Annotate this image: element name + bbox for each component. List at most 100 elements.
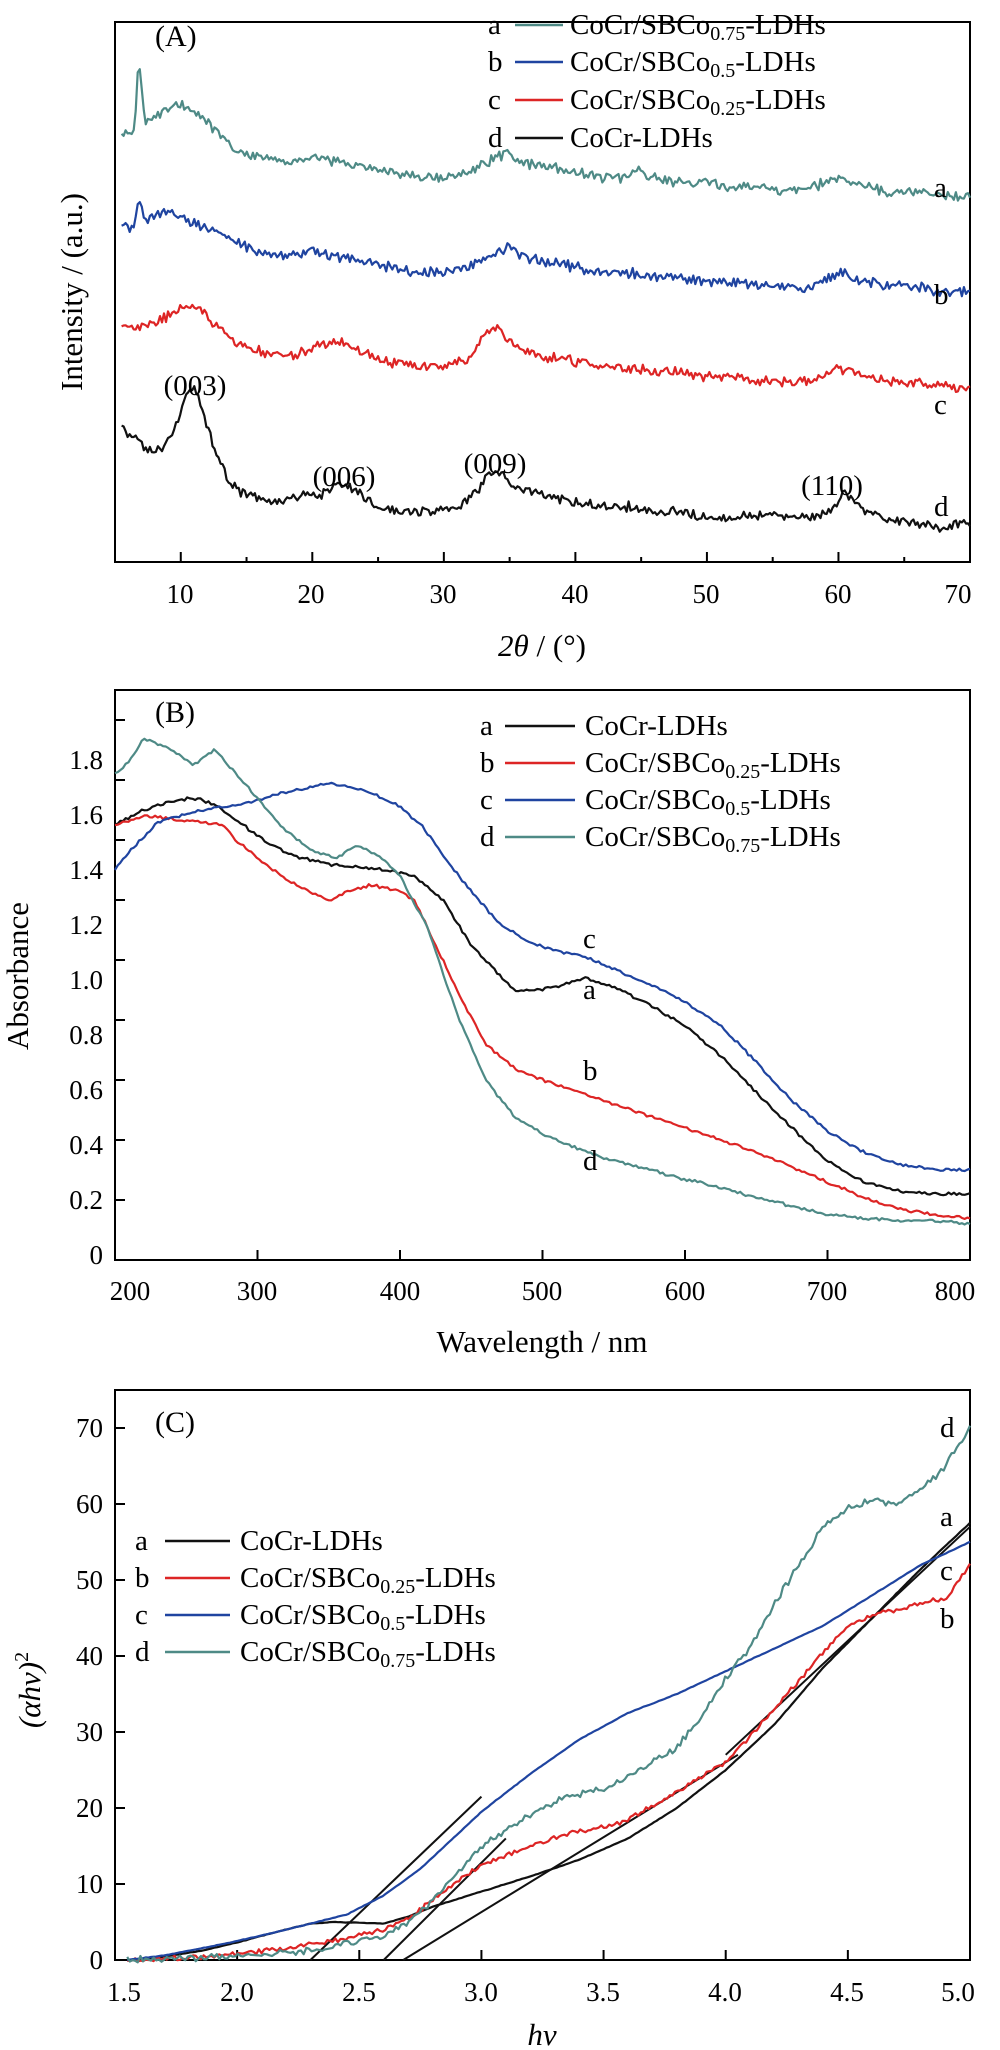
panel-b-xtick-500: 500 [522,1276,563,1306]
legend-c-b-label: CoCr/SBCo0.25-LDHs [240,1562,496,1598]
panel-c-xtick-2.5: 2.5 [342,1977,376,2007]
panel-b-series [114,737,971,1226]
panel-c-series [126,1425,972,1964]
series-line-c [114,781,971,1173]
peak-label-003: (003) [164,370,227,402]
panel-c-x-axis-label: hν [527,2017,557,2050]
panel-b-curve-letter-d: d [583,1145,598,1177]
legend-c-d-label: CoCr/SBCo0.75-LDHs [240,1636,496,1672]
panel-a-x-axis-label: 2θ / (°) [498,628,586,663]
panel-c-y-axis-label: (αhν)2 [11,1652,47,1728]
legend-c-label: CoCr/SBCo0.25-LDHs [570,84,826,120]
legend-c-letter: c [488,84,501,116]
legend-c-a-label: CoCr-LDHs [240,1525,383,1557]
panel-b-x-axis-label: Wavelength / nm [436,1324,647,1359]
panel-b-curve-letter-a: a [583,974,596,1006]
panel-b: (B) 200 300 400 500 600 700 800 0 0.2 0.… [0,689,976,1359]
panel-a-curve-letter-c: c [934,389,947,421]
panel-c-curve-letter-d: d [940,1412,955,1444]
series-line-b [127,1563,971,1963]
panel-c: (C) 1.5 2.0 2.5 3.0 3.5 4.0 4.5 5.0 0 10… [11,1389,975,2050]
panel-c-curve-letter-c: c [940,1555,953,1587]
panel-a-legend: a CoCr/SBCo0.75-LDHs b CoCr/SBCo0.5-LDHs… [488,9,826,154]
panel-b-xtick-200: 200 [110,1276,151,1306]
legend-c-d-letter: d [135,1636,150,1668]
panel-b-ytick-0.4: 0.4 [69,1130,103,1160]
panel-a-curve-letter-d: d [934,491,949,523]
legend-b-d-label: CoCr/SBCo0.75-LDHs [585,821,841,857]
panel-c-legend: a CoCr-LDHs b CoCr/SBCo0.25-LDHs c CoCr/… [135,1525,496,1672]
panel-a-series [120,68,972,533]
panel-a-tick-70: 70 [945,579,972,609]
panel-c-xtick-4.0: 4.0 [708,1977,742,2007]
panel-b-curve-letter-c: c [583,923,596,955]
panel-b-ytick-0.8: 0.8 [69,1020,103,1050]
panel-a-tick-50: 50 [693,579,720,609]
panel-b-xtick-600: 600 [665,1276,706,1306]
panel-b-ytick-0.2: 0.2 [69,1185,103,1215]
panel-c-xtick-3.0: 3.0 [464,1977,498,2007]
series-line-c [126,1540,971,1962]
panel-b-xtick-800: 800 [935,1276,976,1306]
panel-b-ticks [114,719,971,1261]
panel-b-ytick-1.8: 1.8 [69,745,103,775]
legend-c-b-letter: b [135,1562,150,1594]
panel-c-ticks [114,1427,971,1961]
panel-b-ytick-1.4: 1.4 [69,855,103,885]
panel-c-frame [114,1389,971,1961]
panel-c-ytick-30: 30 [76,1717,103,1747]
panel-c-xtick-2.0: 2.0 [220,1977,254,2007]
legend-c-c-letter: c [135,1599,148,1631]
panel-a-tick-40: 40 [562,579,589,609]
panel-b-legend: a CoCr-LDHs b CoCr/SBCo0.25-LDHs c CoCr/… [480,710,841,857]
panel-c-ytick-60: 60 [76,1489,103,1519]
panel-c-xtick-3.5: 3.5 [586,1977,620,2007]
panel-c-ytick-0: 0 [90,1945,104,1975]
series-line-d [114,737,971,1226]
panel-a-tick-20: 20 [298,579,325,609]
panel-a: (A) 10 20 30 40 50 60 70 2θ / (°) Intens… [54,9,972,663]
panel-b-xtick-300: 300 [237,1276,278,1306]
panel-c-curve-letter-a: a [940,1501,953,1533]
legend-b-b-label: CoCr/SBCo0.25-LDHs [585,747,841,783]
panel-a-tick-30: 30 [430,579,457,609]
panel-c-xtick-1.5: 1.5 [107,1977,141,2007]
legend-b-letter: b [488,46,503,78]
panel-b-xtick-700: 700 [807,1276,848,1306]
peak-label-110: (110) [801,470,863,502]
legend-d-letter: d [488,122,503,154]
panel-b-y-axis-label: Absorbance [0,902,35,1050]
legend-b-b-letter: b [480,747,495,779]
panel-c-ytick-70: 70 [76,1413,103,1443]
legend-b-d-letter: d [480,821,495,853]
series-line-a [114,796,971,1197]
series-line-b [121,201,971,298]
panel-c-ytick-50: 50 [76,1565,103,1595]
panel-c-xtick-5.0: 5.0 [941,1977,975,2007]
tangent-line-0 [309,1795,483,1961]
panel-b-ytick-1.6: 1.6 [69,800,103,830]
legend-b-c-label: CoCr/SBCo0.5-LDHs [585,784,831,820]
legend-a-letter: a [488,9,501,41]
legend-b-a-letter: a [480,710,493,742]
panel-c-letter: (C) [155,1406,195,1439]
legend-a-label: CoCr/SBCo0.75-LDHs [570,9,826,45]
legend-b-label: CoCr/SBCo0.5-LDHs [570,46,816,82]
tangent-line-3 [725,1526,971,1756]
legend-b-a-label: CoCr-LDHs [585,710,728,742]
panel-c-ytick-20: 20 [76,1793,103,1823]
series-line-d [121,385,971,533]
legend-d-label: CoCr-LDHs [570,122,713,154]
panel-b-ytick-0.6: 0.6 [69,1075,103,1105]
panel-a-y-axis-label: Intensity / (a.u.) [54,193,89,391]
series-line-d [126,1425,972,1964]
panel-a-curve-letter-a: a [934,172,947,204]
panel-b-ytick-1.2: 1.2 [69,910,103,940]
panel-a-x-ticks [114,552,971,562]
panel-b-ytick-1.0: 1.0 [69,965,103,995]
peak-label-006: (006) [313,461,376,493]
panel-a-frame [114,21,971,563]
panel-b-frame [114,689,971,1261]
series-line-c [121,303,971,393]
panel-b-xtick-400: 400 [380,1276,421,1306]
